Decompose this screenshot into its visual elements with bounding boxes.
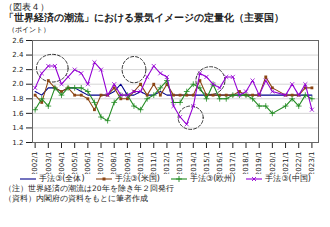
svg-text:2020/1: 2020/1 bbox=[269, 152, 277, 175]
svg-text:2022/1: 2022/1 bbox=[295, 152, 303, 175]
svg-text:2003/1: 2003/1 bbox=[45, 152, 53, 175]
html-text:手法③(欧州): 手法③(欧州) bbox=[190, 174, 236, 183]
svg-text:2015/1: 2015/1 bbox=[203, 152, 211, 175]
svg-text:2007/1: 2007/1 bbox=[97, 152, 105, 175]
svg-text:2017/1: 2017/1 bbox=[229, 152, 237, 175]
svg-text:2016/1: 2016/1 bbox=[216, 152, 224, 175]
svg-text:2002/1: 2002/1 bbox=[31, 152, 39, 175]
svg-text:2018/1: 2018/1 bbox=[242, 152, 250, 175]
svg-text:2014/1: 2014/1 bbox=[190, 152, 198, 175]
svg-text:2.6: 2.6 bbox=[12, 37, 24, 45]
svg-text:2005/1: 2005/1 bbox=[71, 152, 79, 175]
html-text:（図表４）: （図表４） bbox=[4, 2, 49, 12]
svg-text:2006/1: 2006/1 bbox=[84, 152, 92, 175]
svg-text:1.4: 1.4 bbox=[12, 124, 24, 132]
svg-text:2.4: 2.4 bbox=[12, 51, 24, 59]
svg-text:1.8: 1.8 bbox=[12, 95, 23, 103]
html-text:手法③(米国): 手法③(米国) bbox=[114, 174, 160, 183]
svg-text:2012/1: 2012/1 bbox=[163, 152, 171, 175]
svg-text:2.0: 2.0 bbox=[12, 80, 23, 88]
svg-text:（ポイント）: （ポイント） bbox=[8, 26, 50, 34]
svg-text:2010/1: 2010/1 bbox=[137, 152, 145, 175]
html-text:（注）世界経済の潮流は20年を除き年２回発行: （注）世界経済の潮流は20年を除き年２回発行 bbox=[4, 184, 174, 193]
svg-text:2008/1: 2008/1 bbox=[110, 152, 118, 175]
html-text:手法③(全体): 手法③(全体) bbox=[39, 174, 85, 183]
svg-text:2023/1: 2023/1 bbox=[308, 152, 316, 175]
svg-text:2013/1: 2013/1 bbox=[176, 152, 184, 175]
svg-text:2.2: 2.2 bbox=[12, 66, 23, 74]
html-text:手法③(中国): 手法③(中国) bbox=[265, 174, 311, 183]
svg-text:2009/1: 2009/1 bbox=[124, 152, 132, 175]
svg-text:2021/1: 2021/1 bbox=[282, 152, 290, 175]
svg-text:2011/1: 2011/1 bbox=[150, 152, 158, 175]
svg-text:1.6: 1.6 bbox=[12, 110, 24, 118]
svg-text:2004/1: 2004/1 bbox=[58, 152, 66, 175]
svg-text:1.2: 1.2 bbox=[12, 139, 23, 147]
html-text:「世界経済の潮流」における景気イメージの定量化（主要国）: 「世界経済の潮流」における景気イメージの定量化（主要国） bbox=[4, 12, 284, 23]
html-text:（資料）内閣府の資料をもとに筆者作成: （資料）内閣府の資料をもとに筆者作成 bbox=[4, 193, 148, 203]
svg-text:2019/1: 2019/1 bbox=[255, 152, 263, 175]
